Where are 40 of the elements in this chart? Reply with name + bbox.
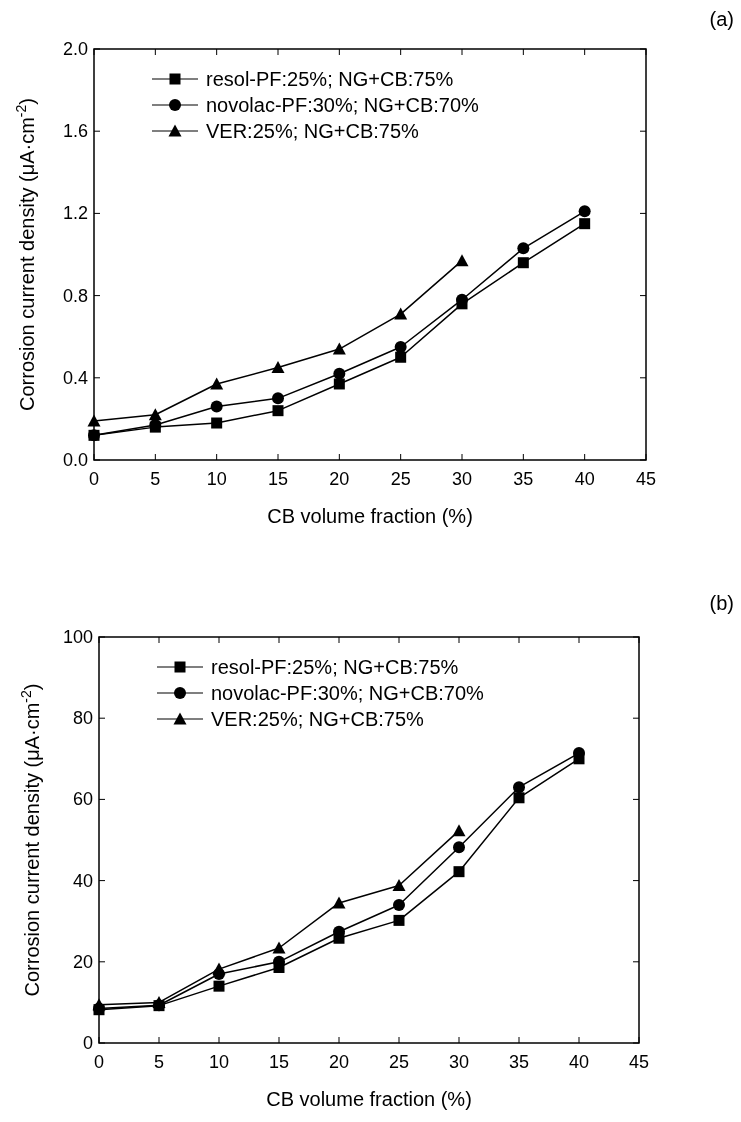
y-tick-label: 40 bbox=[72, 870, 93, 891]
y-tick-label: 0.0 bbox=[62, 450, 88, 470]
x-tick-label: 40 bbox=[568, 1052, 590, 1072]
x-tick-label: 5 bbox=[153, 1052, 165, 1072]
text: (a) bbox=[709, 8, 734, 30]
y-tick-label: 80 bbox=[72, 708, 93, 729]
legend-label: VER:25%; NG+CB:75% bbox=[211, 708, 425, 730]
x-tick-label: 10 bbox=[208, 1052, 230, 1072]
x-tick-label: 30 bbox=[451, 469, 473, 489]
x-tick-label: 20 bbox=[328, 1052, 350, 1072]
y-tick-label: 20 bbox=[72, 951, 93, 972]
x-tick-label: 25 bbox=[390, 469, 411, 489]
x-tick-label: 5 bbox=[150, 469, 161, 489]
legend-label: novolac-PF:30%; NG+CB:70% bbox=[211, 682, 485, 704]
legend-label: VER:25%; NG+CB:75% bbox=[206, 120, 420, 142]
x-tick-label: 30 bbox=[448, 1052, 470, 1072]
x-tick-label: 25 bbox=[388, 1052, 410, 1072]
x-axis-title: CB volume fraction (%) bbox=[267, 505, 473, 527]
y-tick-label: 0 bbox=[82, 1033, 93, 1053]
legend-label: resol-PF:25%; NG+CB:75% bbox=[211, 656, 459, 678]
y-tick-label: 1.2 bbox=[62, 203, 88, 224]
legend-label: novolac-PF:30%; NG+CB:70% bbox=[206, 94, 480, 116]
y-tick-label: 1.6 bbox=[62, 121, 88, 142]
y-tick-label: 2.0 bbox=[62, 39, 88, 59]
y-tick-label: 60 bbox=[72, 789, 93, 810]
x-axis-title: CB volume fraction (%) bbox=[266, 1088, 472, 1110]
x-tick-label: 40 bbox=[574, 469, 595, 489]
legend-label: resol-PF:25%; NG+CB:75% bbox=[206, 68, 454, 90]
y-tick-label: 0.4 bbox=[62, 367, 88, 388]
x-tick-label: 45 bbox=[635, 469, 657, 489]
x-tick-label: 20 bbox=[329, 469, 350, 489]
x-tick-label: 15 bbox=[267, 469, 289, 489]
text: (b) bbox=[709, 592, 734, 614]
x-tick-label: 10 bbox=[206, 469, 227, 489]
y-tick-label: 100 bbox=[62, 627, 93, 647]
x-tick-label: 15 bbox=[268, 1052, 290, 1072]
x-tick-label: 35 bbox=[513, 469, 534, 489]
x-tick-label: 45 bbox=[628, 1052, 650, 1072]
x-tick-label: 35 bbox=[508, 1052, 530, 1072]
y-tick-label: 0.8 bbox=[62, 285, 88, 306]
